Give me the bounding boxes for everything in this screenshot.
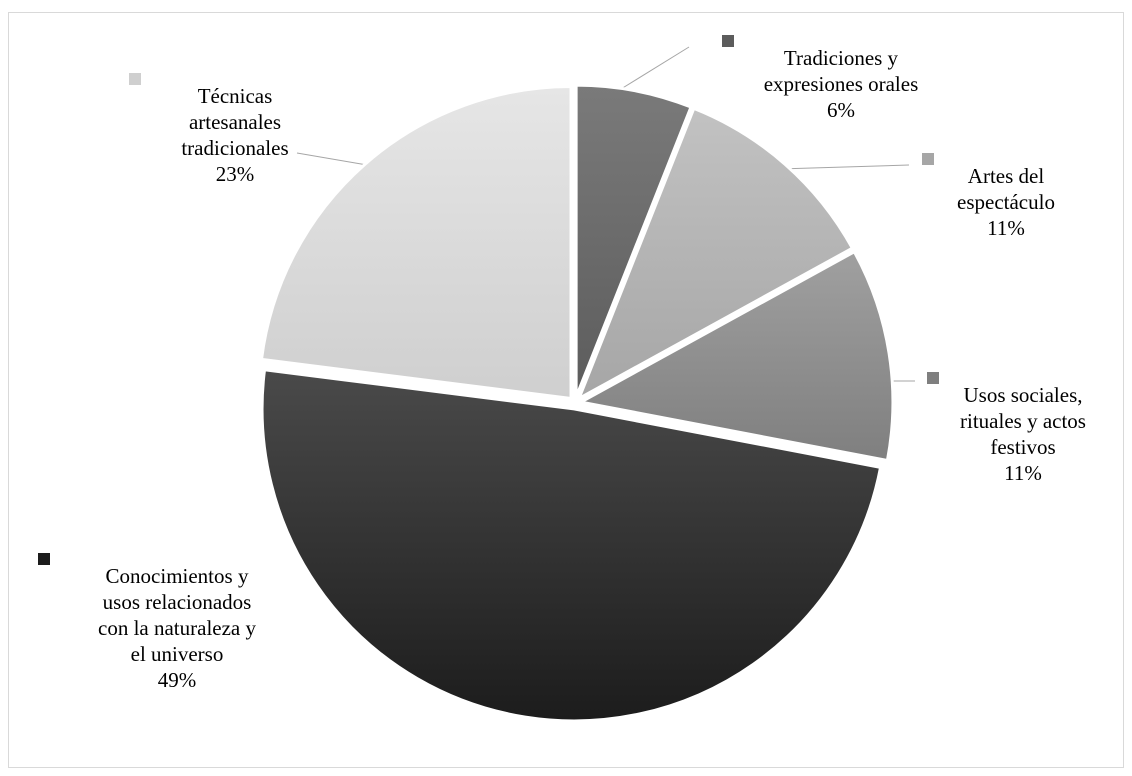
leader-line-tradiciones: [620, 46, 690, 90]
pie-chart: Tradiciones y expresiones orales 6% Artes d…: [38, 35, 1086, 723]
legend-marker-tradiciones: [722, 35, 734, 47]
pie-slice-tradiciones: [574, 83, 693, 398]
percent-label-artes: 11%: [987, 216, 1025, 240]
percent-label-usos-sociales: 11%: [1004, 461, 1042, 485]
pie-slice-usos-sociales: [576, 249, 895, 463]
data-label-conocimientos: Conocimientos y usos relacionados con la n…: [98, 564, 256, 692]
legend-marker-usos-sociales: [927, 372, 939, 384]
legend-marker-artes: [922, 153, 934, 165]
legend-marker-tecnicas: [129, 73, 141, 85]
percent-label-conocimientos: 49%: [158, 668, 197, 692]
data-label-artes: Artes del espectáculo 11%: [957, 164, 1055, 240]
percent-label-tradiciones: 6%: [827, 98, 855, 122]
pie-slice-artes: [576, 106, 855, 402]
data-label-tecnicas: Técnicas artesanales tradicionales 23%: [181, 84, 288, 186]
pie-slices: [259, 83, 895, 723]
chart-frame: Tradiciones y expresiones orales 6% Artes d…: [8, 12, 1124, 768]
data-label-tradiciones: Tradiciones y expresiones orales 6%: [764, 46, 919, 122]
leader-lines: [296, 46, 915, 382]
legend-marker-conocimientos: [38, 553, 50, 565]
pie-slice-conocimientos: [260, 368, 883, 723]
leader-line-tecnicas: [296, 152, 368, 166]
data-labels: Tradiciones y expresiones orales 6% Artes d…: [38, 35, 1086, 692]
pie-slice-tecnicas: [259, 84, 573, 401]
data-label-usos-sociales: Usos sociales, rituales y actos festivos 11…: [960, 383, 1086, 485]
percent-label-tecnicas: 23%: [216, 162, 255, 186]
leader-line-artes: [778, 164, 910, 170]
